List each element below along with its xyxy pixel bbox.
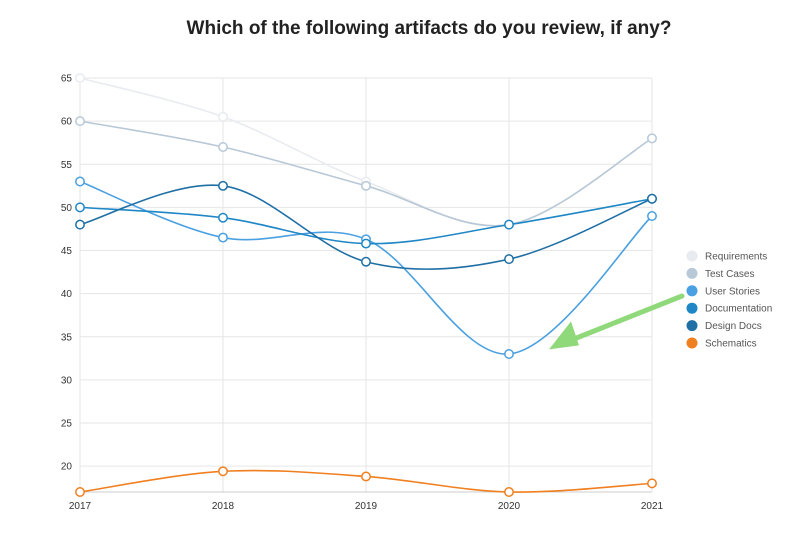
legend-item-user-stories[interactable]: User Stories (686, 285, 761, 297)
y-tick-label: 65 (61, 74, 73, 85)
data-point-documentation[interactable] (218, 212, 228, 223)
data-point-documentation[interactable] (75, 202, 85, 213)
data-point-requirements[interactable] (75, 73, 85, 83)
y-tick-label: 55 (61, 160, 73, 171)
legend-label: Schematics (705, 339, 757, 350)
legend-label: Documentation (705, 304, 772, 315)
data-point-design-docs[interactable] (361, 256, 371, 267)
series-design-docs (75, 180, 657, 270)
annotations (549, 293, 685, 350)
data-point-test-cases[interactable] (218, 142, 228, 152)
legend: Requirements Test Cases User Stories Docume… (686, 250, 773, 350)
data-point-test-cases[interactable] (75, 116, 85, 127)
data-point-test-cases[interactable] (647, 133, 657, 144)
data-point-design-docs[interactable] (504, 254, 514, 265)
x-tick-label: 2018 (212, 501, 235, 512)
data-point-requirements[interactable] (218, 111, 228, 122)
grid (79, 77, 653, 493)
data-point-documentation[interactable] (504, 219, 514, 230)
data-point-schematics[interactable] (647, 478, 657, 489)
x-tick-label: 2017 (69, 501, 92, 512)
series (75, 73, 657, 497)
y-tick-label: 45 (61, 246, 73, 257)
y-tick-label: 40 (61, 289, 73, 300)
legend-label: Design Docs (705, 321, 762, 332)
chart-title: Which of the following artifacts do you … (186, 18, 672, 39)
series-schematics (75, 466, 657, 497)
data-point-user-stories[interactable] (75, 176, 85, 187)
data-point-user-stories[interactable] (218, 232, 228, 243)
legend-swatch (686, 302, 698, 314)
data-point-documentation[interactable] (361, 238, 371, 249)
legend-swatch (686, 285, 698, 297)
data-point-user-stories[interactable] (647, 211, 657, 221)
x-tick-label: 2021 (641, 501, 664, 512)
y-tick-label: 50 (61, 203, 73, 214)
data-point-schematics[interactable] (75, 487, 85, 497)
legend-label: Requirements (705, 252, 767, 263)
y-tick-label: 30 (61, 375, 73, 386)
legend-item-documentation[interactable]: Documentation (686, 302, 773, 315)
data-point-design-docs[interactable] (75, 219, 85, 230)
x-tick-label: 2020 (498, 501, 521, 512)
data-point-schematics[interactable] (504, 487, 514, 497)
legend-label: User Stories (705, 286, 760, 297)
data-point-schematics[interactable] (361, 471, 371, 482)
legend-item-design-docs[interactable]: Design Docs (686, 320, 762, 332)
x-tick-label: 2019 (355, 501, 378, 512)
legend-item-test-cases[interactable]: Test Cases (686, 267, 755, 280)
y-tick-label: 35 (61, 332, 73, 343)
annotation-arrow-shaft (560, 293, 685, 346)
data-point-design-docs[interactable] (218, 180, 228, 191)
legend-swatch (686, 250, 698, 262)
legend-label: Test Cases (705, 269, 754, 280)
legend-swatch (686, 337, 698, 349)
y-tick-label: 60 (61, 117, 73, 128)
axis-ticks: 20 25 30 35 40 45 50 55 60 65 2017 2018 2019 2020 2021 (61, 74, 664, 513)
data-point-test-cases[interactable] (361, 180, 371, 191)
legend-item-requirements[interactable]: Requirements (686, 250, 768, 263)
data-point-design-docs[interactable] (647, 193, 657, 204)
data-point-schematics[interactable] (218, 466, 228, 477)
annotation-arrow-head (549, 321, 579, 350)
legend-item-schematics[interactable]: Schematics (686, 337, 757, 350)
y-tick-label: 20 (61, 462, 73, 473)
legend-swatch (686, 267, 698, 279)
data-point-user-stories[interactable] (504, 349, 514, 359)
legend-swatch (686, 320, 698, 332)
y-tick-label: 25 (61, 419, 73, 430)
